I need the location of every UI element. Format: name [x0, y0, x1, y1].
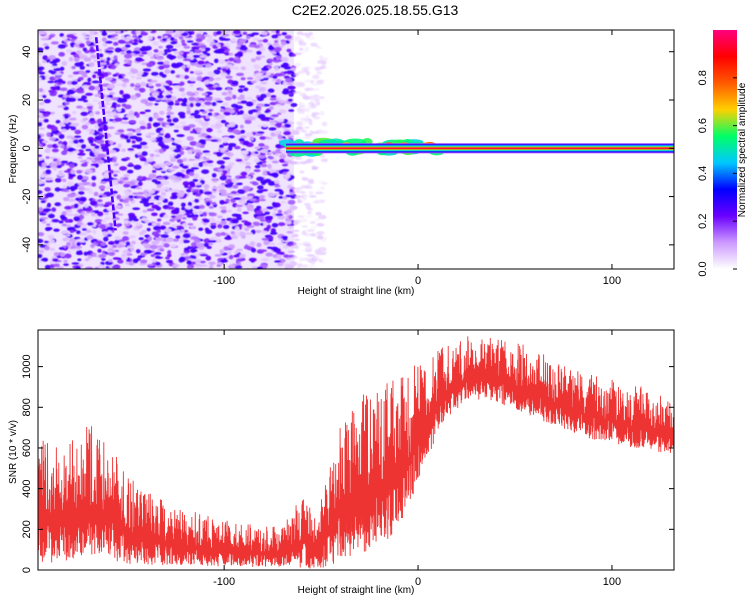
snr-x-label: Height of straight line (km)	[298, 585, 415, 596]
spectrogram-panel: -100 0 100 -40 -20 0 20 40 Height of straight …	[8, 29, 675, 297]
y-tick-label: 40	[21, 46, 33, 58]
y-tick-label: 800	[21, 398, 33, 416]
y-tick-label: 200	[21, 520, 33, 538]
colorbar-gradient	[713, 30, 737, 269]
spectrogram-x-axis: -100 0 100	[213, 30, 621, 287]
noise-speckle	[38, 30, 298, 269]
x-tick-label: 100	[603, 576, 621, 588]
y-tick-label: -20	[21, 189, 33, 205]
noise-speckle	[290, 31, 329, 269]
x-tick-label: -100	[213, 275, 235, 287]
y-tick-label: 0	[21, 567, 33, 573]
snr-line	[38, 336, 674, 569]
x-tick-label: 0	[415, 275, 421, 287]
spectrogram-heatmap	[38, 30, 674, 269]
colorbar: 0.0 0.2 0.4 0.6 0.8 Normalized spectral ampl…	[697, 30, 748, 277]
snr-y-axis: 0 200 400 600 800 1000	[21, 354, 674, 573]
spectrogram-frame	[37, 29, 675, 270]
spectrogram-x-label: Height of straight line (km)	[298, 286, 415, 297]
colorbar-tick-label: 0.6	[697, 118, 709, 133]
snr-panel: -100 0 100 0 200 400 600 800 1000 Height of str…	[8, 329, 675, 596]
colorbar-tick-label: 0.8	[697, 70, 709, 85]
drift-line	[94, 37, 117, 231]
colorbar-tick-label: 0.4	[697, 166, 709, 181]
carrier-line	[286, 143, 674, 154]
snr-series	[38, 336, 674, 569]
colorbar-tick-label: 0.2	[697, 214, 709, 229]
y-tick-label: 1000	[21, 354, 33, 378]
y-tick-label: 600	[21, 439, 33, 457]
snr-x-axis: -100 0 100	[213, 330, 621, 588]
snr-frame	[37, 329, 675, 571]
y-tick-label: -40	[21, 237, 33, 253]
colorbar-label: Normalized spectral amplitude	[737, 82, 748, 217]
y-tick-label: 0	[21, 145, 33, 151]
snr-y-label: SNR (10 * v/v)	[8, 420, 19, 484]
y-tick-label: 20	[21, 94, 33, 106]
x-tick-label: 100	[603, 275, 621, 287]
colorbar-tick-label: 0.0	[697, 261, 709, 276]
chart-title: C2E2.2026.025.18.55.G13	[291, 2, 459, 18]
y-tick-label: 400	[21, 479, 33, 497]
colorbar-ticks: 0.0 0.2 0.4 0.6 0.8	[697, 70, 737, 277]
spectrogram-y-label: Frequency (Hz)	[8, 115, 19, 184]
x-tick-label: -100	[213, 576, 235, 588]
x-tick-label: 0	[415, 576, 421, 588]
spectrogram-y-axis: -40 -20 0 20 40	[21, 46, 674, 253]
